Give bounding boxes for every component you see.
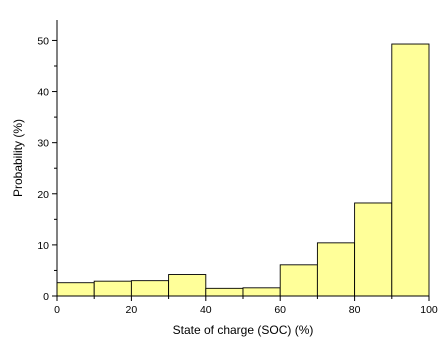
x-tick-label: 40 bbox=[200, 304, 212, 316]
histogram-bar-70-80 bbox=[316, 242, 356, 297]
x-tick-label: 60 bbox=[274, 304, 286, 316]
histogram-bar-30-40 bbox=[168, 274, 207, 297]
y-tick-label: 20 bbox=[37, 189, 49, 201]
histogram-bar-50-60 bbox=[242, 287, 281, 297]
histogram-bar-40-50 bbox=[205, 287, 244, 297]
x-axis-title: State of charge (SOC) (%) bbox=[173, 323, 314, 337]
x-tick-label: 100 bbox=[420, 304, 438, 316]
bars-group bbox=[56, 43, 430, 297]
histogram-bar-20-30 bbox=[130, 280, 170, 297]
y-tick-label: 30 bbox=[37, 138, 49, 150]
x-tick-label: 80 bbox=[349, 304, 361, 316]
histogram-bar-0-10 bbox=[56, 282, 95, 297]
x-axis-ticks: 0 20 40 60 80 100 bbox=[54, 296, 438, 316]
y-axis-title: Probability (%) bbox=[11, 119, 25, 197]
y-axis-ticks: 0 10 20 30 40 50 bbox=[37, 35, 57, 303]
y-tick-label: 10 bbox=[37, 240, 49, 252]
x-tick-label: 0 bbox=[54, 304, 60, 316]
y-tick-label: 40 bbox=[37, 87, 49, 99]
y-tick-label: 50 bbox=[37, 35, 49, 47]
histogram-bar-80-90 bbox=[354, 202, 393, 297]
histogram-bar-60-70 bbox=[279, 264, 318, 297]
x-tick-label: 20 bbox=[126, 304, 138, 316]
y-tick-label: 0 bbox=[43, 291, 49, 303]
histogram-bar-10-20 bbox=[93, 280, 132, 297]
histogram-bar-90-100 bbox=[391, 43, 430, 297]
